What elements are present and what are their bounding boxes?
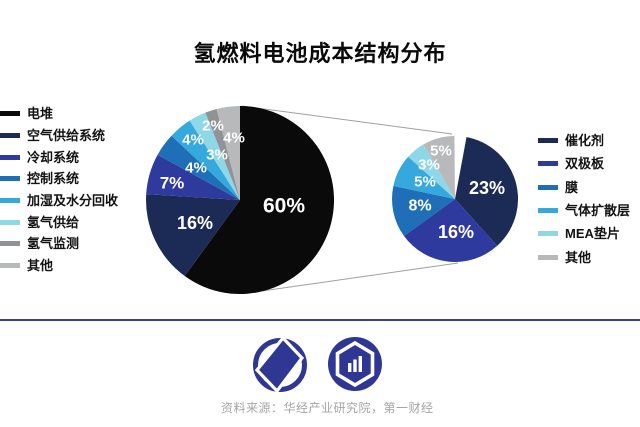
legend-label: 控制系统: [27, 171, 80, 187]
legend-left: 电堆空气供给系统 冷却系统控制系统加湿及水分回收 氢气供给氢气监测其他: [0, 103, 118, 277]
legend-label: 其他: [27, 258, 54, 274]
legend-swatch: [538, 231, 558, 237]
pie-slice: [157, 135, 240, 200]
pie-value-label: 4%: [223, 130, 245, 147]
legend-item: 控制系统: [0, 168, 118, 190]
pie-value-labels: 60%16%7%4%4%3%2%4%23%16%8%5%3%5%: [160, 118, 505, 243]
legend-swatch: [0, 133, 20, 139]
pie-slices: [146, 106, 519, 294]
bar-chart-icon: [348, 356, 362, 372]
legend-item: 其他: [538, 245, 630, 268]
pie-slice: [205, 109, 240, 200]
pie-slice: [455, 135, 519, 246]
zoom-connector-lines: [241, 105, 459, 292]
pie-slice: [392, 185, 455, 236]
pie-value-label: 2%: [202, 118, 224, 135]
pie-slice: [184, 106, 335, 294]
legend-item: 电堆: [0, 103, 118, 125]
legend-item: 冷却系统: [0, 146, 118, 168]
legend-label: 电堆: [27, 106, 54, 122]
legend-swatch: [0, 198, 20, 204]
legend-item: 加湿及水分回收: [0, 190, 118, 212]
pie-slice: [171, 120, 240, 200]
legend-label: 氢气供给: [27, 214, 80, 230]
pie-value-label: 4%: [182, 132, 204, 149]
pie-value-label: 3%: [418, 157, 440, 174]
legend-label: 空气供给系统: [27, 128, 106, 144]
legend-item: 膜: [538, 176, 630, 199]
pie-value-label: 5%: [414, 174, 436, 191]
yicai-logo: [253, 335, 307, 394]
legend-swatch: [0, 111, 20, 117]
pie-value-label: 7%: [160, 174, 185, 193]
pie-value-label: 8%: [408, 198, 431, 215]
legend-item: MEA垫片: [538, 222, 630, 245]
legend-label: 催化剂: [565, 133, 605, 149]
legend-swatch: [538, 184, 558, 190]
pie-value-label: 4%: [185, 160, 207, 177]
pie-slice: [404, 199, 498, 263]
legend-item: 气体扩散层: [538, 199, 630, 222]
connector-line: [241, 105, 453, 135]
legend-swatch: [538, 208, 558, 214]
hexagon-icon: [335, 340, 375, 388]
legend-swatch: [0, 154, 20, 160]
legend-swatch: [0, 219, 20, 225]
legend-label: 冷却系统: [27, 149, 80, 165]
legend-label: MEA垫片: [565, 226, 620, 242]
legend-item: 空气供给系统: [0, 125, 118, 147]
legend-swatch: [538, 161, 558, 167]
legend-swatch: [538, 254, 558, 260]
legend-label: 气体扩散层: [565, 203, 631, 219]
legend-label: 双极板: [565, 156, 605, 172]
pie-slice: [408, 144, 455, 199]
pie-slice: [189, 112, 240, 200]
pie-slice: [146, 194, 240, 276]
parallelogram-icon: [254, 335, 305, 394]
legend-item: 催化剂: [538, 129, 630, 152]
source-note: 资料来源：华经产业研究院，第一财经: [221, 401, 434, 415]
legend-label: 膜: [565, 179, 579, 195]
pie-value-label: 16%: [177, 213, 213, 233]
pie-value-label: 3%: [206, 147, 228, 164]
pie-value-label: 60%: [263, 195, 305, 218]
legend-item: 氢气供给: [0, 211, 118, 233]
pie-slice: [393, 156, 455, 199]
pie-slice: [423, 135, 455, 199]
pie-slice: [146, 154, 240, 200]
legend-item: 其他: [0, 255, 118, 277]
legend-swatch: [0, 176, 20, 182]
legend-swatch: [538, 138, 558, 144]
legend-label: 氢气监测: [27, 236, 80, 252]
legend-swatch: [0, 263, 20, 269]
legend-label: 其他: [565, 249, 592, 265]
divider-line: [0, 319, 640, 321]
zoom-notch: [454, 135, 467, 199]
chart-title: 氢燃料电池成本结构分布: [193, 41, 447, 66]
legend-label: 加湿及水分回收: [27, 193, 119, 209]
pie-value-label: 16%: [438, 222, 474, 242]
pie-value-label: 23%: [469, 178, 505, 198]
legend-item: 氢气监测: [0, 233, 118, 255]
pie-slice: [216, 106, 240, 200]
huajing-logo: [328, 337, 382, 391]
connector-line: [261, 262, 459, 292]
legend-item: 双极板: [538, 152, 630, 175]
legend-swatch: [0, 241, 20, 247]
legend-right: 催化剂双极板膜气体扩散层 MEA垫片其他: [538, 129, 630, 269]
pie-value-label: 5%: [430, 143, 452, 160]
